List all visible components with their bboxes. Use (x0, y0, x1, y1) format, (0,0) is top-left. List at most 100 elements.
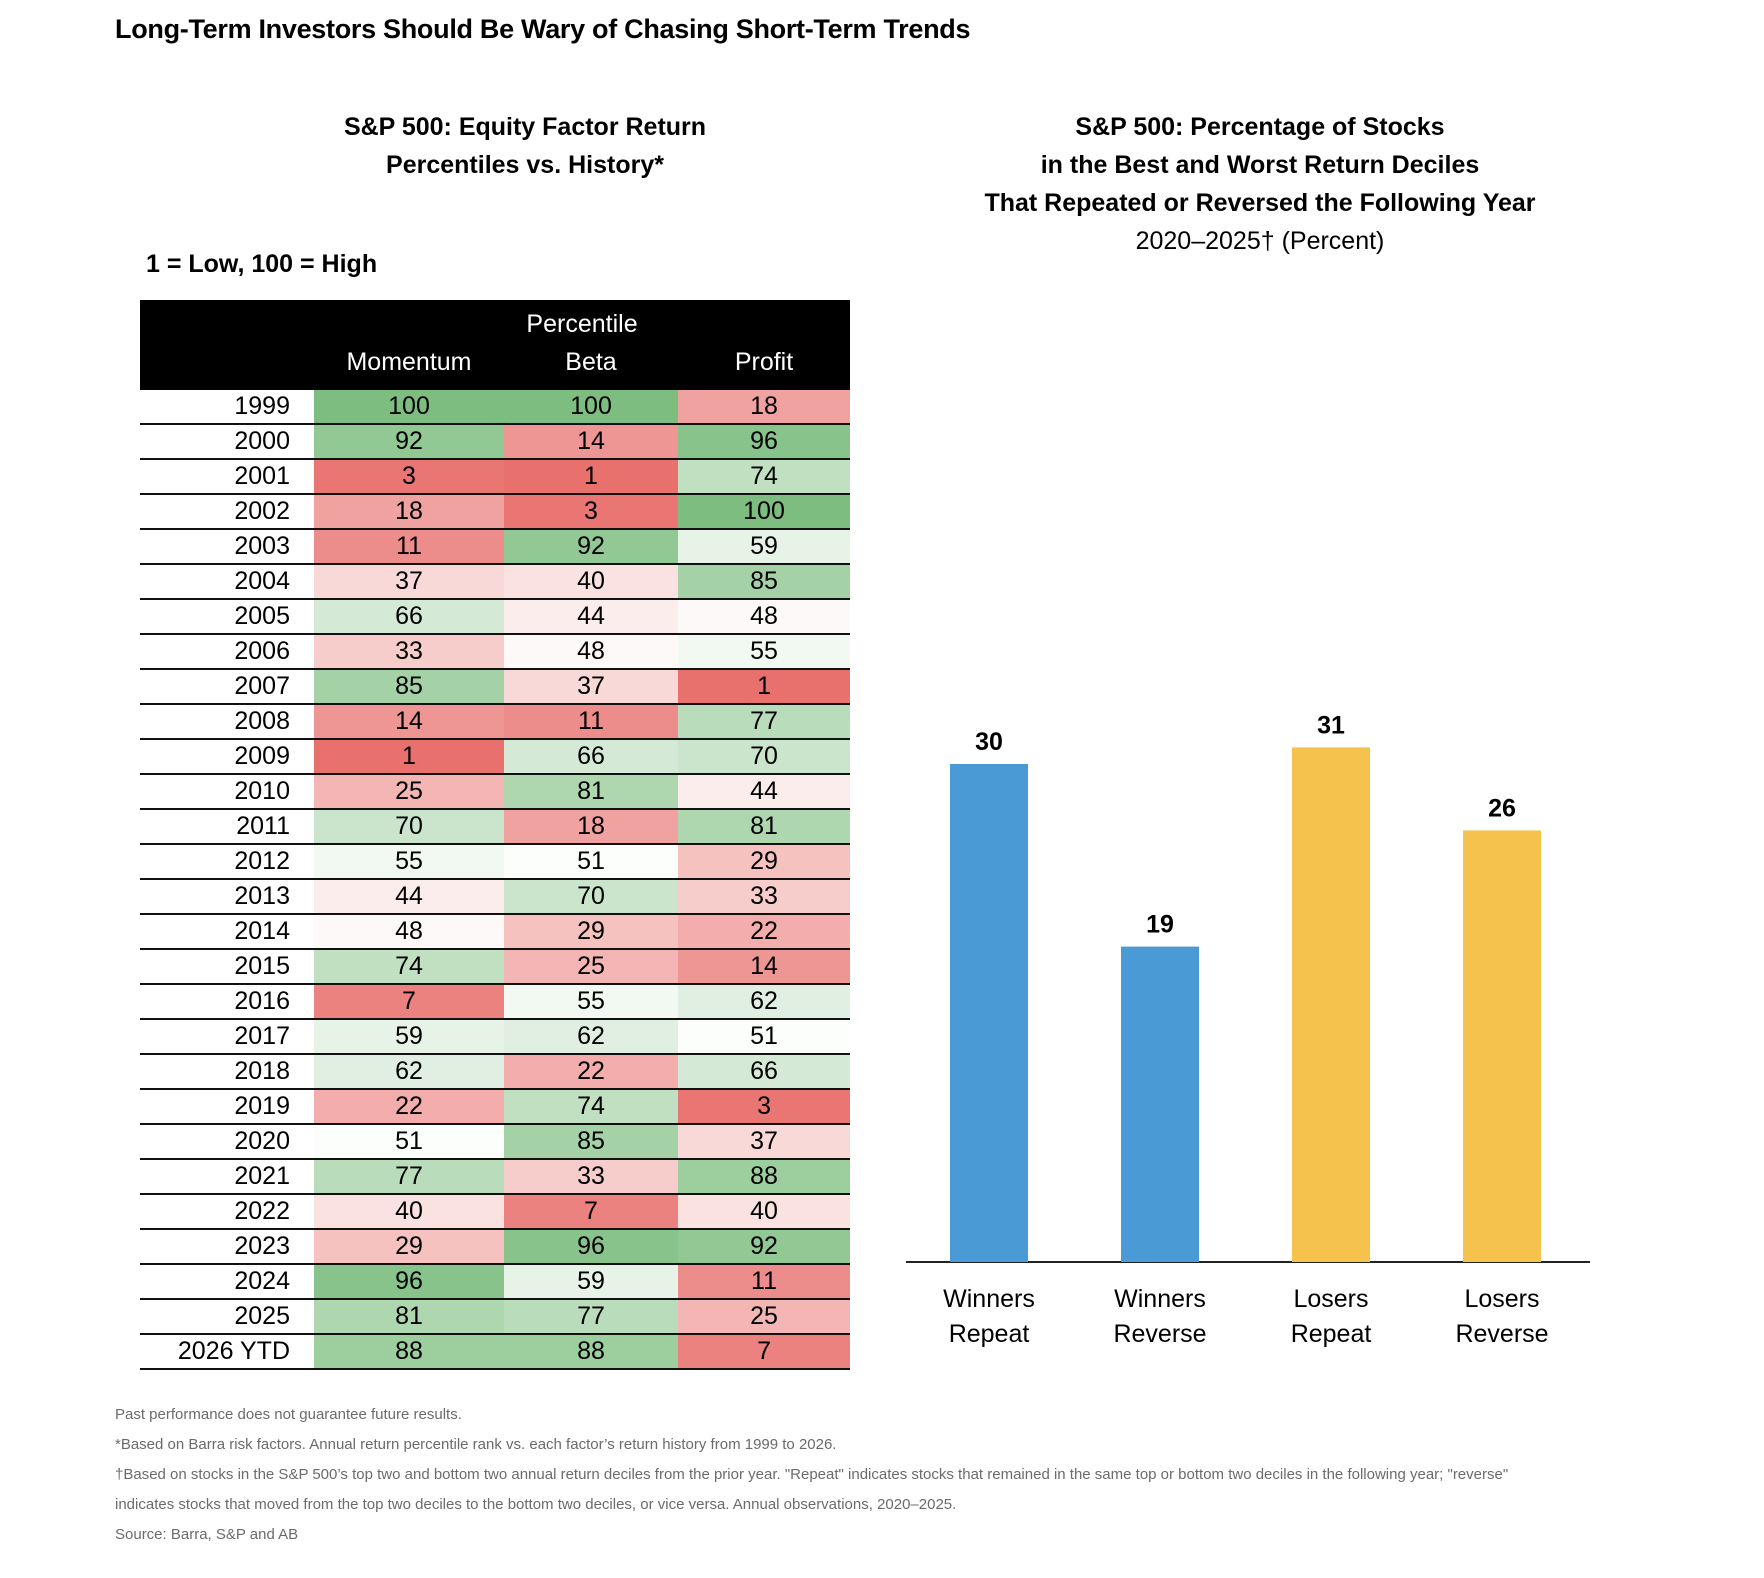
cell-momentum: 100 (314, 390, 504, 425)
category-label: Reverse (1455, 1320, 1548, 1348)
cell-profit: 55 (678, 634, 851, 670)
table-row: 2004 37 40 85 (140, 564, 851, 600)
cell-momentum: 85 (314, 669, 504, 705)
table-row: 2007 85 37 1 (140, 669, 851, 705)
cell-beta: 25 (504, 949, 678, 985)
cell-beta: 77 (504, 1299, 678, 1335)
cell-momentum: 18 (314, 494, 504, 530)
row-year-label: 2009 (140, 739, 314, 775)
cell-profit: 22 (678, 914, 851, 950)
table-row: 2024 96 59 11 (140, 1264, 851, 1300)
cell-profit: 59 (678, 529, 851, 565)
bar-chart-title-line: in the Best and Worst Return Deciles (1040, 151, 1480, 179)
bar (1463, 830, 1541, 1262)
cell-profit: 96 (678, 424, 851, 460)
table-row: 2012 55 51 29 (140, 844, 851, 880)
row-year-label: 2018 (140, 1054, 314, 1090)
cell-profit: 88 (678, 1159, 851, 1195)
cell-momentum: 37 (314, 564, 504, 600)
cell-profit: 11 (678, 1264, 851, 1300)
cell-momentum: 70 (314, 809, 504, 845)
cell-momentum: 40 (314, 1194, 504, 1230)
heatmap-title-line: Percentiles vs. History* (386, 151, 664, 179)
row-year-label: 2002 (140, 494, 314, 530)
table-row: 2014 48 29 22 (140, 914, 851, 950)
table-row: 2000 92 14 96 (140, 424, 851, 460)
cell-profit: 44 (678, 774, 851, 810)
table-row: 2017 59 62 51 (140, 1019, 851, 1055)
cell-momentum: 22 (314, 1089, 504, 1125)
cell-beta: 37 (504, 669, 678, 705)
cell-momentum: 88 (314, 1334, 504, 1370)
table-row: 2006 33 48 55 (140, 634, 851, 670)
cell-momentum: 92 (314, 424, 504, 460)
table-row: 2018 62 22 66 (140, 1054, 851, 1090)
footnote: Source: Barra, S&P and AB (115, 1526, 299, 1543)
cell-profit: 51 (678, 1019, 851, 1055)
category-label: Repeat (1291, 1320, 1372, 1348)
cell-beta: 14 (504, 424, 678, 460)
table-row: 2013 44 70 33 (140, 879, 851, 915)
cell-profit: 85 (678, 564, 851, 600)
row-year-label: 2024 (140, 1264, 314, 1300)
category-label: Losers (1464, 1285, 1539, 1313)
table-row: 2026 YTD 88 88 7 (140, 1334, 851, 1370)
cell-profit: 66 (678, 1054, 851, 1090)
bar-value-label: 31 (1317, 711, 1345, 739)
table-row: 2019 22 74 3 (140, 1089, 851, 1125)
cell-profit: 81 (678, 809, 851, 845)
row-year-label: 2005 (140, 599, 314, 635)
cell-profit: 29 (678, 844, 851, 880)
bar-chart: 30 Winners Repeat 19 Winners Reverse 31 Losers R… (906, 711, 1590, 1348)
cell-beta: 1 (504, 459, 678, 495)
table-row: 2001 3 1 74 (140, 459, 851, 495)
bar-chart-title: S&P 500: Percentage of Stocks in the Bes… (895, 108, 1625, 260)
table-row: 2008 14 11 77 (140, 704, 851, 740)
row-year-label: 2011 (140, 809, 314, 845)
footnote: Past performance does not guarantee futu… (115, 1406, 462, 1423)
cell-beta: 40 (504, 564, 678, 600)
cell-profit: 74 (678, 459, 851, 495)
cell-profit: 33 (678, 879, 851, 915)
cell-beta: 88 (504, 1334, 678, 1370)
cell-momentum: 29 (314, 1229, 504, 1265)
cell-momentum: 96 (314, 1264, 504, 1300)
cell-beta: 74 (504, 1089, 678, 1125)
row-year-label: 2003 (140, 529, 314, 565)
cell-profit: 77 (678, 704, 851, 740)
header-profit: Profit (678, 348, 851, 390)
cell-profit: 37 (678, 1124, 851, 1160)
row-year-label: 2017 (140, 1019, 314, 1055)
cell-momentum: 3 (314, 459, 504, 495)
cell-profit: 25 (678, 1299, 851, 1335)
cell-momentum: 77 (314, 1159, 504, 1195)
cell-beta: 59 (504, 1264, 678, 1300)
cell-momentum: 74 (314, 949, 504, 985)
table-row: 2003 11 92 59 (140, 529, 851, 565)
footnote: †Based on stocks in the S&P 500’s top tw… (115, 1466, 1509, 1483)
cell-profit: 1 (678, 669, 851, 705)
row-year-label: 2006 (140, 634, 314, 670)
scale-note: 1 = Low, 100 = High (146, 250, 378, 278)
cell-beta: 18 (504, 809, 678, 845)
cell-beta: 3 (504, 494, 678, 530)
cell-momentum: 1 (314, 739, 504, 775)
row-year-label: 2010 (140, 774, 314, 810)
cell-momentum: 44 (314, 879, 504, 915)
cell-momentum: 11 (314, 529, 504, 565)
cell-beta: 51 (504, 844, 678, 880)
cell-profit: 7 (678, 1334, 851, 1370)
cell-beta: 48 (504, 634, 678, 670)
bar (950, 764, 1028, 1262)
row-year-label: 2025 (140, 1299, 314, 1335)
cell-momentum: 59 (314, 1019, 504, 1055)
row-year-label: 2004 (140, 564, 314, 600)
category-label: Repeat (949, 1320, 1030, 1348)
row-year-label: 2008 (140, 704, 314, 740)
header-corner (140, 300, 314, 348)
row-year-label: 2015 (140, 949, 314, 985)
cell-beta: 100 (504, 390, 678, 425)
table-row: 2022 40 7 40 (140, 1194, 851, 1230)
cell-momentum: 62 (314, 1054, 504, 1090)
cell-beta: 92 (504, 529, 678, 565)
